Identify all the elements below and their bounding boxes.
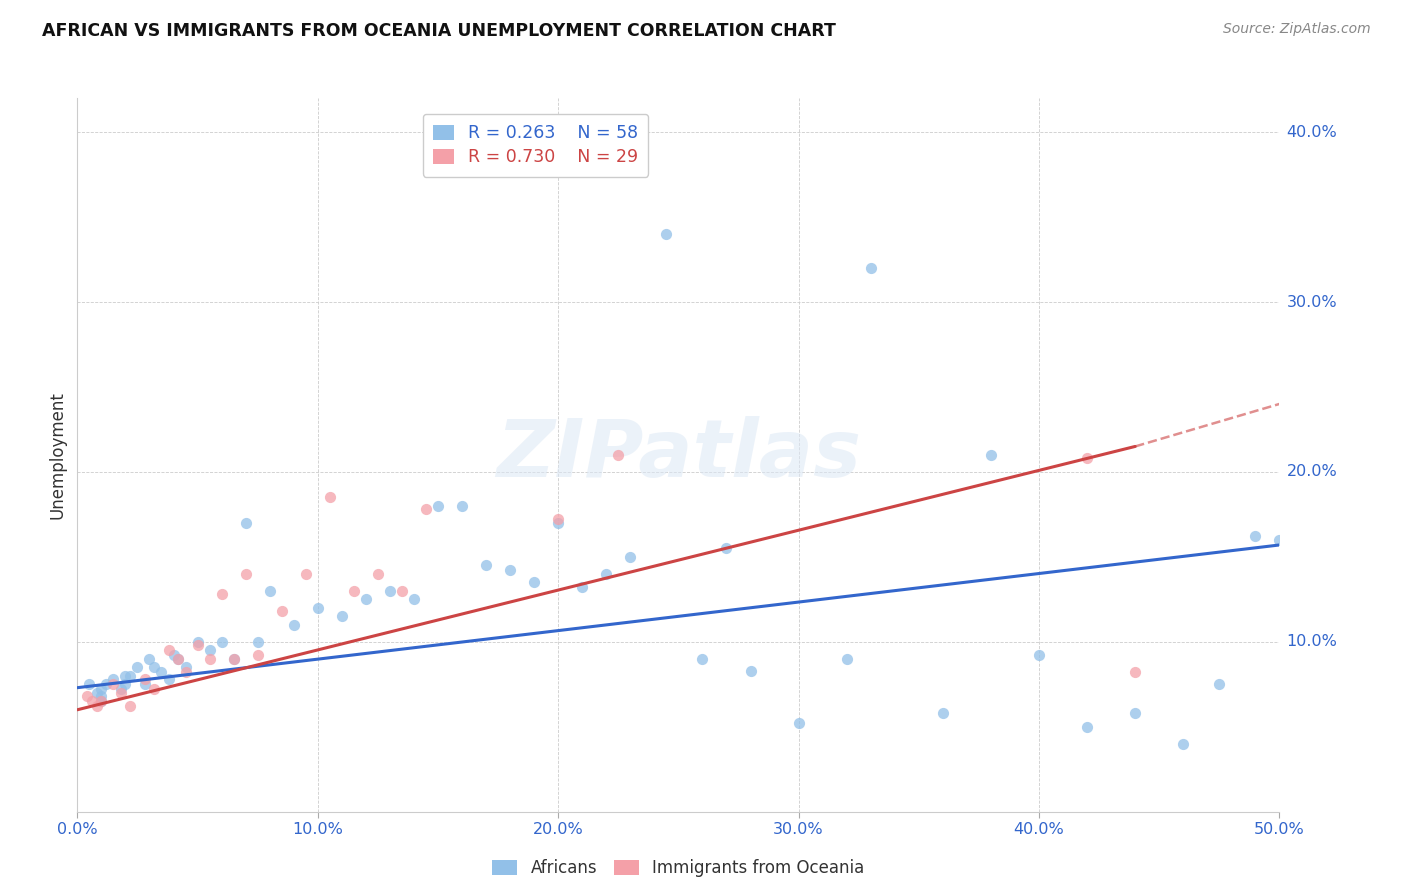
Point (716, 541, 738, 556)
Point (1076, 451, 1098, 466)
Point (270, 604, 292, 618)
Point (595, 566, 617, 581)
Point (157, 672, 180, 686)
Point (354, 592, 377, 607)
Point (235, 566, 257, 581)
Point (143, 682, 166, 697)
Point (259, 583, 281, 598)
Point (692, 652, 714, 666)
Point (211, 635, 233, 649)
Point (138, 652, 160, 666)
Point (475, 558, 498, 573)
Point (90, 682, 112, 697)
Point (167, 652, 190, 666)
Point (103, 677, 125, 691)
Text: Source: ZipAtlas.com: Source: ZipAtlas.com (1223, 22, 1371, 37)
Point (607, 448, 630, 462)
Point (1173, 737, 1195, 751)
Point (103, 672, 125, 686)
Point (619, 549, 641, 564)
Point (157, 643, 180, 657)
Point (76, 689, 98, 703)
Point (150, 665, 173, 680)
Point (547, 512, 569, 526)
Point (1028, 648, 1050, 663)
Point (330, 609, 353, 624)
Point (859, 260, 882, 275)
Point (980, 448, 1002, 462)
Point (343, 583, 366, 598)
Point (235, 516, 257, 530)
Point (367, 566, 389, 581)
Point (523, 575, 546, 590)
Point (307, 600, 329, 615)
Point (1076, 720, 1098, 734)
Point (415, 502, 437, 516)
Point (427, 499, 450, 513)
Point (90, 689, 112, 703)
Point (90, 694, 112, 708)
Text: 30.0%: 30.0% (1286, 294, 1337, 310)
Point (96, 677, 118, 691)
Point (79, 677, 101, 691)
Point (110, 686, 132, 700)
Point (1244, 529, 1267, 543)
Point (571, 581, 593, 595)
Point (211, 587, 233, 601)
Point (174, 665, 197, 680)
Point (246, 648, 269, 663)
Point (222, 652, 245, 666)
Y-axis label: Unemployment: Unemployment (48, 391, 66, 519)
Point (120, 669, 142, 683)
Point (283, 617, 305, 632)
Point (186, 635, 209, 649)
Point (740, 664, 762, 678)
Legend: Africans, Immigrants from Oceania: Africans, Immigrants from Oceania (484, 851, 873, 886)
Point (378, 583, 401, 598)
Point (114, 669, 136, 683)
Point (932, 706, 955, 721)
Text: AFRICAN VS IMMIGRANTS FROM OCEANIA UNEMPLOYMENT CORRELATION CHART: AFRICAN VS IMMIGRANTS FROM OCEANIA UNEMP… (42, 22, 837, 40)
Point (143, 660, 166, 674)
Point (80, 694, 103, 708)
Point (222, 652, 245, 666)
Point (198, 643, 221, 657)
Point (90, 694, 112, 708)
Point (86, 699, 108, 714)
Text: ZIPatlas: ZIPatlas (496, 416, 860, 494)
Point (127, 660, 149, 674)
Point (246, 635, 269, 649)
Point (134, 672, 156, 686)
Point (1208, 677, 1230, 691)
Point (787, 716, 810, 731)
Point (134, 677, 156, 691)
Point (120, 699, 142, 714)
Point (391, 583, 413, 598)
Point (1123, 706, 1146, 721)
Point (835, 652, 858, 666)
Point (162, 648, 184, 663)
Point (1268, 533, 1291, 547)
Point (319, 491, 342, 505)
Point (547, 516, 569, 530)
Point (294, 566, 316, 581)
Point (110, 682, 132, 697)
Point (86, 686, 108, 700)
Point (1123, 665, 1146, 680)
Point (186, 638, 209, 652)
Point (499, 564, 522, 578)
Text: 10.0%: 10.0% (1286, 634, 1337, 649)
Point (198, 652, 221, 666)
Text: 20.0%: 20.0% (1286, 465, 1337, 479)
Point (402, 592, 425, 607)
Point (167, 652, 190, 666)
Point (655, 227, 678, 241)
Point (451, 499, 474, 513)
Text: 40.0%: 40.0% (1286, 125, 1337, 140)
Point (174, 660, 197, 674)
Point (114, 677, 136, 691)
